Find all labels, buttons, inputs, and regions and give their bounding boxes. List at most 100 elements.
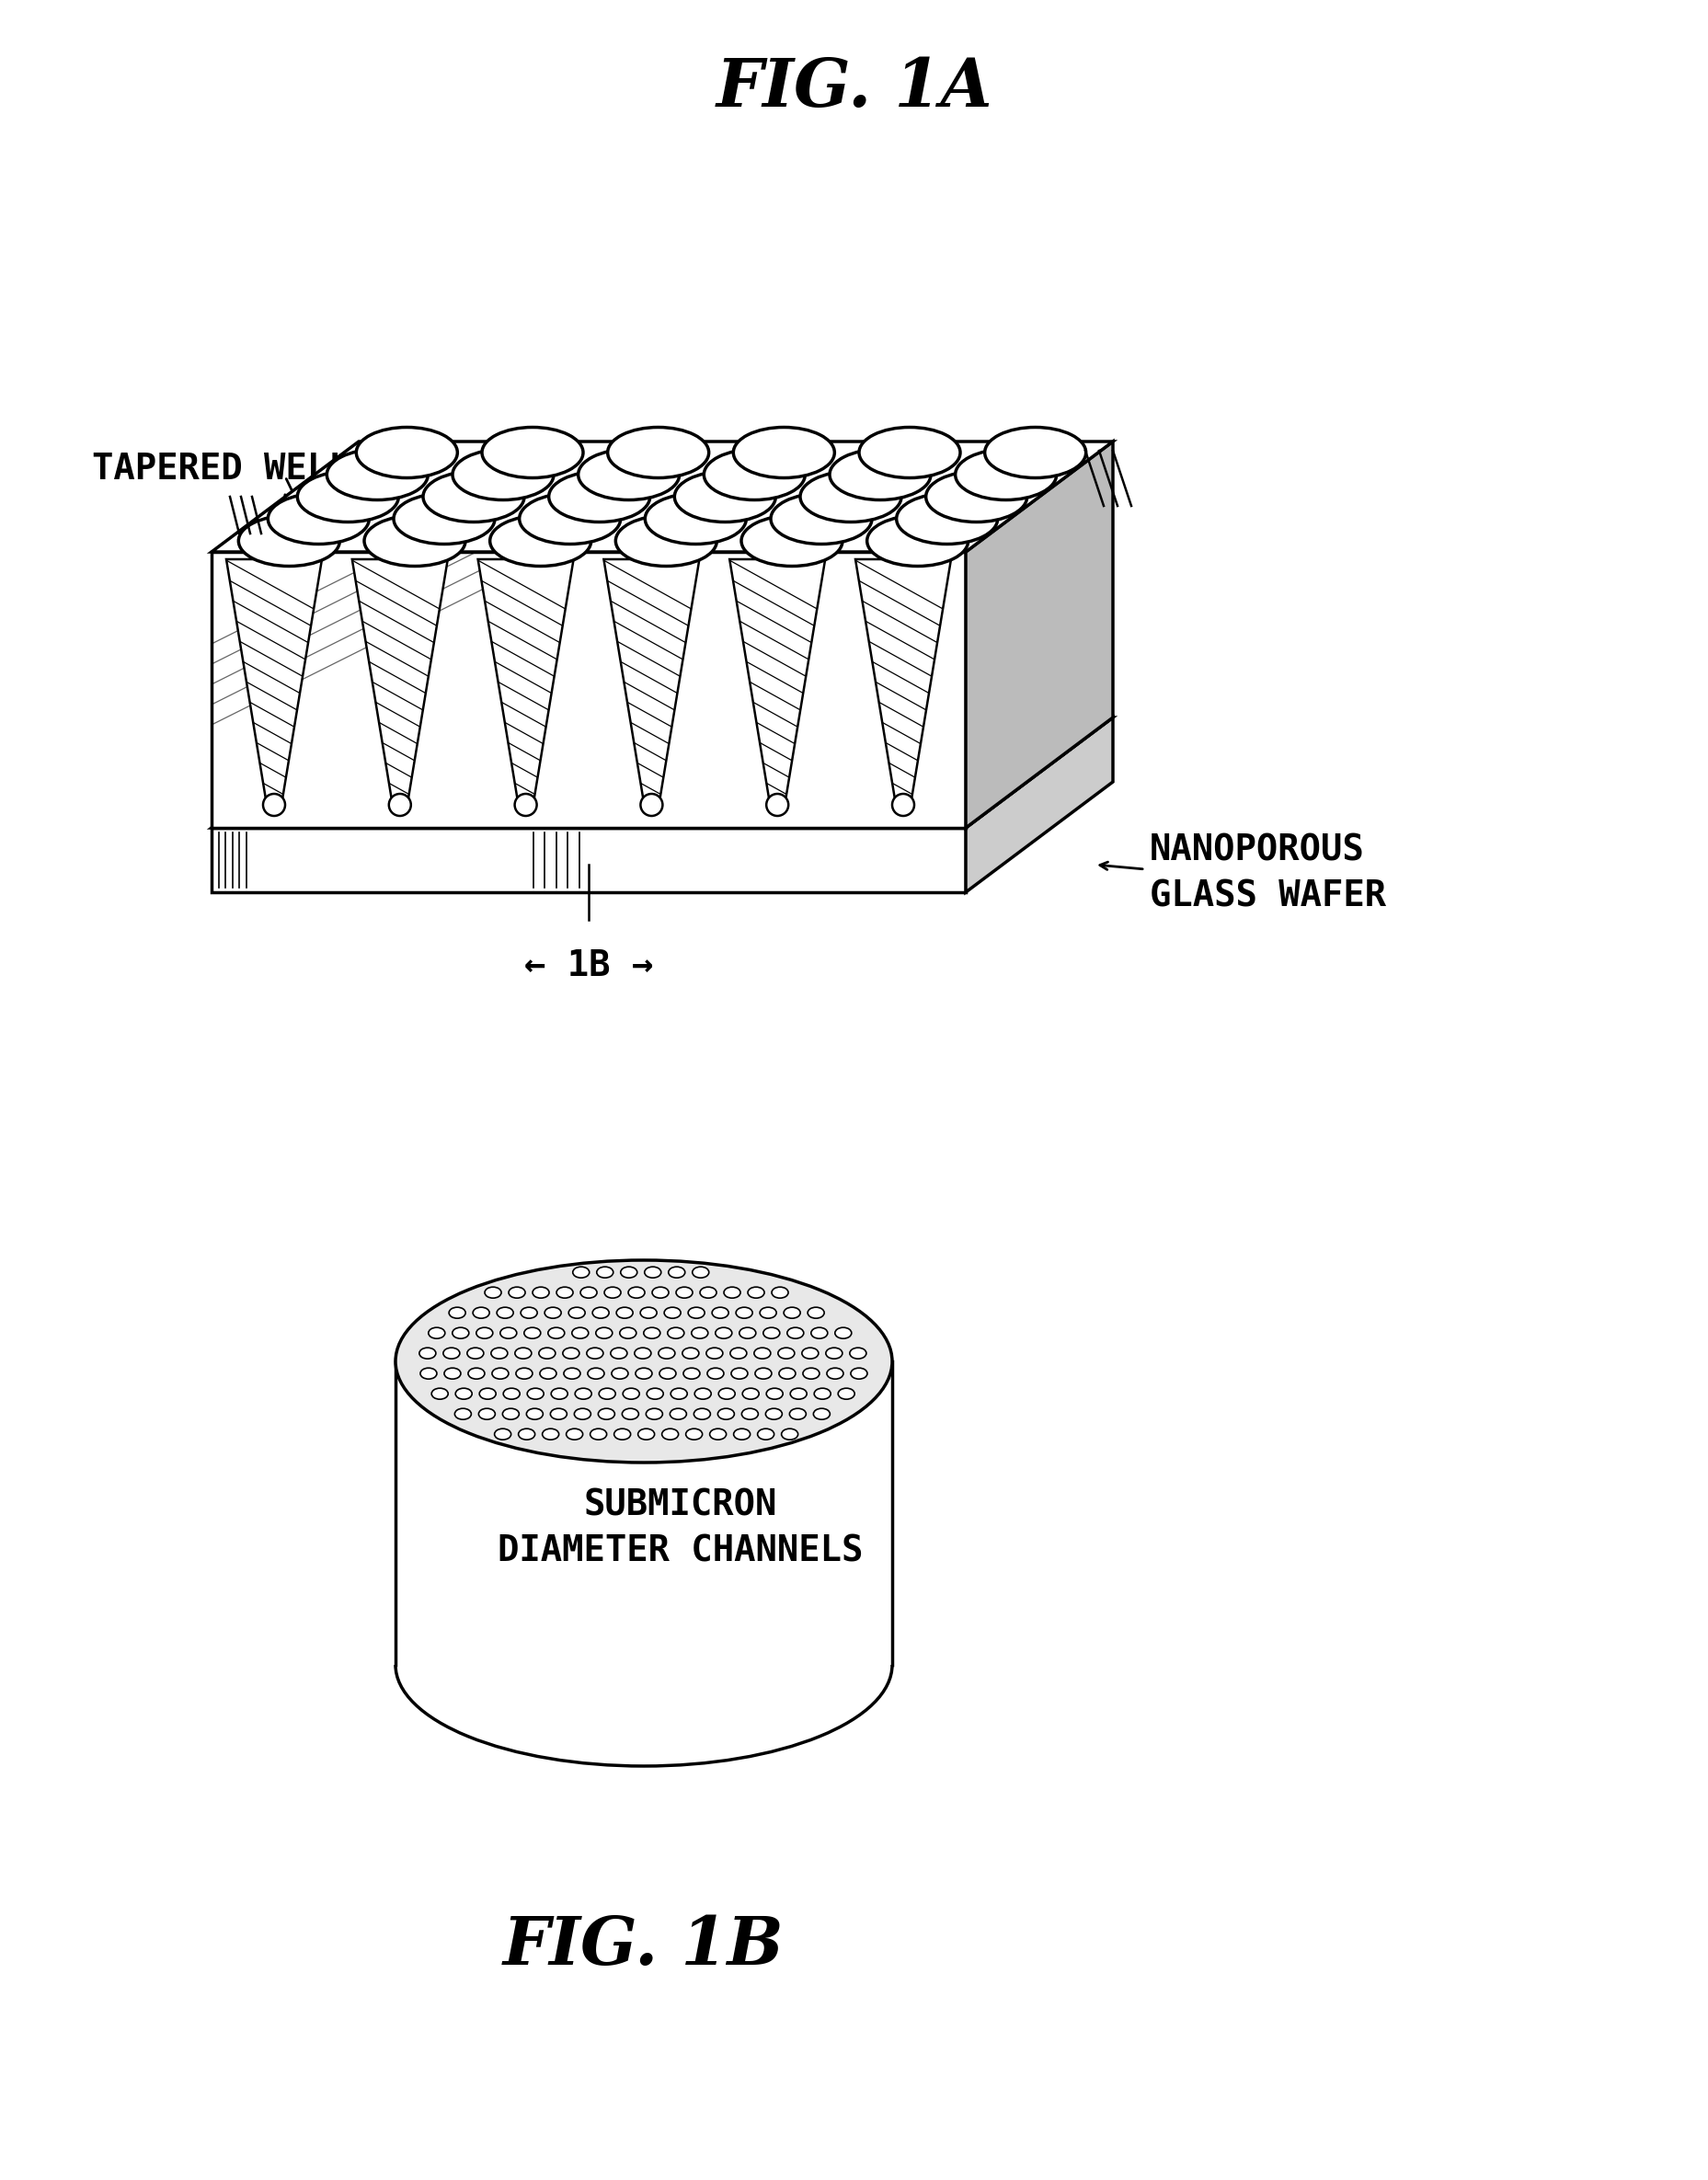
Ellipse shape (765, 1408, 782, 1419)
Ellipse shape (598, 1408, 615, 1419)
Ellipse shape (851, 1369, 868, 1380)
Ellipse shape (572, 1328, 588, 1339)
Ellipse shape (521, 1308, 536, 1319)
Ellipse shape (577, 449, 680, 499)
Ellipse shape (692, 1267, 709, 1277)
Ellipse shape (675, 471, 775, 521)
Ellipse shape (485, 1286, 500, 1297)
Text: NANOPOROUS
GLASS WAFER: NANOPOROUS GLASS WAFER (1149, 833, 1385, 913)
Ellipse shape (268, 493, 369, 545)
Ellipse shape (866, 514, 968, 567)
Ellipse shape (622, 1389, 639, 1400)
Ellipse shape (644, 1328, 659, 1339)
Ellipse shape (432, 1389, 447, 1400)
Ellipse shape (393, 493, 495, 545)
Ellipse shape (926, 471, 1027, 521)
Ellipse shape (586, 1347, 603, 1358)
Ellipse shape (661, 1428, 678, 1439)
Text: ← 1B →: ← 1B → (524, 948, 652, 983)
Ellipse shape (548, 471, 649, 521)
Ellipse shape (859, 427, 960, 477)
Ellipse shape (518, 1428, 535, 1439)
Ellipse shape (670, 1408, 687, 1419)
Ellipse shape (658, 1347, 675, 1358)
Ellipse shape (700, 1286, 716, 1297)
Ellipse shape (629, 1286, 644, 1297)
Polygon shape (352, 560, 447, 804)
Ellipse shape (717, 1389, 734, 1400)
Ellipse shape (755, 1369, 772, 1380)
Ellipse shape (712, 1308, 728, 1319)
Ellipse shape (897, 493, 997, 545)
Ellipse shape (605, 1286, 620, 1297)
Ellipse shape (466, 1347, 483, 1358)
Ellipse shape (395, 1260, 892, 1463)
Ellipse shape (787, 1328, 803, 1339)
Ellipse shape (955, 449, 1056, 499)
Text: SUBMICRON
DIAMETER CHANNELS: SUBMICRON DIAMETER CHANNELS (497, 1487, 863, 1570)
Ellipse shape (297, 471, 398, 521)
Ellipse shape (704, 449, 804, 499)
Ellipse shape (676, 1286, 692, 1297)
Ellipse shape (825, 1347, 842, 1358)
Ellipse shape (533, 1286, 548, 1297)
Ellipse shape (688, 1308, 704, 1319)
Ellipse shape (835, 1328, 851, 1339)
Ellipse shape (572, 1267, 589, 1277)
Ellipse shape (670, 1389, 687, 1400)
Ellipse shape (239, 514, 340, 567)
Ellipse shape (598, 1389, 615, 1400)
Ellipse shape (453, 449, 553, 499)
Ellipse shape (564, 1369, 581, 1380)
Polygon shape (212, 717, 1112, 828)
Ellipse shape (429, 1328, 444, 1339)
Text: TAPERED WELLS: TAPERED WELLS (92, 451, 371, 486)
Ellipse shape (789, 1408, 806, 1419)
Ellipse shape (477, 1328, 492, 1339)
Circle shape (640, 794, 663, 815)
Ellipse shape (709, 1428, 726, 1439)
Ellipse shape (622, 1408, 639, 1419)
Polygon shape (225, 560, 321, 804)
Ellipse shape (502, 1408, 519, 1419)
Ellipse shape (652, 1286, 668, 1297)
Ellipse shape (557, 1286, 572, 1297)
Ellipse shape (500, 1328, 516, 1339)
Circle shape (765, 794, 787, 815)
Ellipse shape (528, 1389, 543, 1400)
Ellipse shape (646, 1389, 663, 1400)
Ellipse shape (550, 1408, 567, 1419)
Ellipse shape (811, 1328, 827, 1339)
Ellipse shape (779, 1369, 796, 1380)
Text: FIG. 1B: FIG. 1B (502, 1914, 784, 1979)
Ellipse shape (693, 1408, 711, 1419)
Ellipse shape (748, 1286, 763, 1297)
Circle shape (389, 794, 410, 815)
Ellipse shape (693, 1389, 711, 1400)
Ellipse shape (637, 1428, 654, 1439)
Ellipse shape (516, 1369, 533, 1380)
Ellipse shape (731, 1369, 748, 1380)
Ellipse shape (837, 1389, 854, 1400)
Ellipse shape (418, 1347, 436, 1358)
Ellipse shape (724, 1286, 740, 1297)
Ellipse shape (753, 1347, 770, 1358)
Ellipse shape (494, 1428, 511, 1439)
Ellipse shape (581, 1286, 596, 1297)
Ellipse shape (588, 1369, 605, 1380)
Ellipse shape (620, 1267, 637, 1277)
Ellipse shape (480, 1389, 495, 1400)
Ellipse shape (849, 1347, 866, 1358)
Polygon shape (212, 828, 965, 892)
Polygon shape (856, 560, 951, 804)
Ellipse shape (589, 1428, 606, 1439)
Ellipse shape (644, 1267, 661, 1277)
Ellipse shape (705, 1347, 722, 1358)
Ellipse shape (741, 1408, 758, 1419)
Ellipse shape (757, 1428, 774, 1439)
Ellipse shape (548, 1328, 564, 1339)
Ellipse shape (497, 1308, 512, 1319)
Ellipse shape (692, 1328, 707, 1339)
Ellipse shape (789, 1389, 806, 1400)
Ellipse shape (803, 1369, 820, 1380)
